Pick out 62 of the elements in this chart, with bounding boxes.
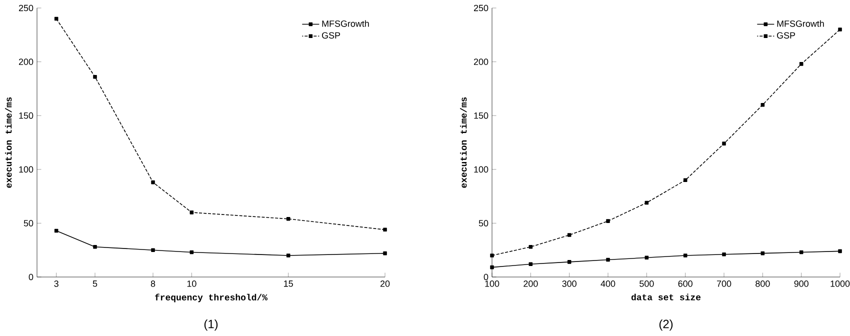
x-tick-label: 15 (284, 280, 293, 287)
y-tick-label: 150 (19, 112, 34, 119)
y-tick-label: 0 (484, 274, 488, 280)
x-tick-label: 3 (54, 280, 58, 287)
legend-label: MFSGrowth (777, 20, 824, 27)
x-tick-label: 5 (92, 280, 98, 287)
point (151, 248, 155, 252)
point (838, 249, 842, 254)
point (383, 251, 387, 256)
x-tick-label: 600 (678, 280, 692, 287)
point (151, 180, 155, 184)
legend-label: GSP (777, 32, 796, 39)
text: (2) (659, 319, 673, 331)
y-tick-label: 250 (474, 4, 488, 12)
y-tick-label: 100 (19, 166, 34, 173)
x-tick-label: 400 (600, 280, 616, 287)
legend-label: GSP (322, 32, 340, 39)
point (838, 28, 842, 32)
y-tick-label: 250 (18, 4, 34, 12)
x-tick-label: 20 (380, 280, 390, 287)
y-tick-label: 100 (474, 166, 488, 173)
point (799, 62, 804, 66)
point (383, 228, 387, 232)
point (722, 252, 726, 256)
text: (1) (204, 319, 218, 331)
point (606, 219, 610, 223)
y-axis-title: execution time/ms (460, 97, 467, 188)
x-tick-label: 900 (794, 280, 808, 287)
y-tick-label: 150 (474, 112, 488, 119)
y-tick-label: 0 (28, 274, 34, 280)
x-tick-label: 100 (485, 280, 500, 287)
point (93, 74, 97, 79)
point (490, 265, 494, 270)
x-tick-label: 800 (756, 280, 770, 287)
point (528, 262, 533, 266)
x-axis-title: data set size (631, 294, 701, 300)
x-tick-label: 1000 (830, 280, 850, 287)
x-tick-label: 8 (150, 280, 156, 287)
x-tick-label: 10 (187, 280, 196, 287)
point (286, 254, 290, 258)
y-tick-label: 200 (474, 58, 488, 65)
point (644, 256, 649, 260)
point (722, 142, 726, 146)
legend-label: MFSGrowth (322, 20, 369, 27)
point (567, 233, 572, 237)
point (528, 244, 533, 249)
point (683, 254, 688, 258)
x-tick-label: 500 (640, 280, 654, 287)
point (286, 217, 290, 221)
x-tick-label: 200 (524, 280, 538, 287)
point (606, 258, 610, 262)
point (567, 260, 572, 264)
point (190, 210, 194, 214)
x-tick-label: 700 (716, 280, 732, 287)
y-tick-label: 50 (24, 220, 34, 226)
y-axis-title: execution time/ms (5, 97, 12, 188)
point (490, 254, 494, 258)
x-tick-label: 300 (562, 280, 576, 287)
point (93, 244, 97, 249)
y-tick-label: 200 (18, 58, 34, 65)
x-axis-title: frequency threshold/% (155, 294, 268, 302)
y-tick-label: 50 (478, 220, 488, 226)
